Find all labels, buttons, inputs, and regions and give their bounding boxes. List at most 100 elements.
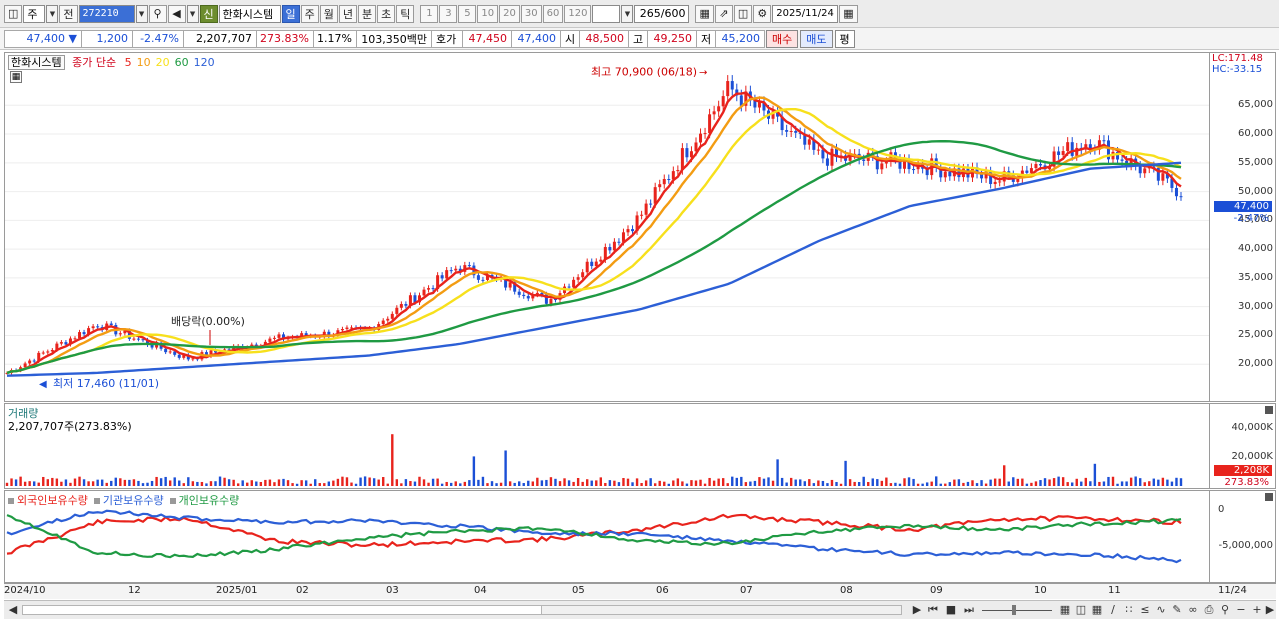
scroll-end-icon[interactable]: ▶	[1265, 603, 1275, 616]
period-button[interactable]: 분	[358, 4, 377, 23]
search-icon[interactable]: ⚲	[148, 4, 167, 23]
window-icon[interactable]: ◫	[4, 4, 23, 23]
ma-legend-item: 5	[124, 56, 132, 69]
sell-button[interactable]: 매도	[800, 29, 833, 48]
prev-button[interactable]: 전	[59, 4, 78, 23]
candle-body	[776, 111, 780, 117]
volume-panel[interactable]: 거래량 2,207,707주(273.83%)	[4, 403, 1210, 489]
candle-body	[998, 181, 1002, 183]
close-panel-icon[interactable]	[1265, 493, 1273, 501]
speaker-icon[interactable]: ◀	[167, 4, 186, 23]
close-panel-icon[interactable]	[1265, 406, 1273, 414]
interval-custom-input[interactable]	[592, 4, 621, 23]
period-button[interactable]: 주	[300, 4, 319, 23]
interval-button[interactable]: 120	[564, 4, 592, 23]
volume-bar	[436, 478, 439, 486]
interval-button[interactable]: 20	[499, 4, 520, 23]
eval-button[interactable]: 평	[834, 29, 855, 48]
stock-name: 한화시스템	[218, 4, 281, 23]
volume-bar	[1134, 476, 1137, 486]
wave-icon[interactable]: ∿	[1156, 603, 1166, 616]
chevron-down-icon[interactable]: ▼	[186, 4, 199, 23]
measure-icon[interactable]: ≤	[1140, 603, 1150, 616]
scroll-right-icon[interactable]: ▶	[912, 603, 922, 616]
candle-body	[1070, 142, 1074, 156]
volume-bar	[422, 479, 426, 486]
link-icon[interactable]: ∞	[1188, 603, 1198, 616]
period-button[interactable]: 틱	[396, 4, 415, 23]
volume-bar	[51, 477, 54, 486]
volume-bar	[966, 481, 970, 486]
candle-body	[671, 171, 675, 180]
grid-icon[interactable]: ▦	[10, 71, 22, 83]
candle-body	[948, 171, 952, 177]
interval-button[interactable]: 60	[542, 4, 564, 23]
volume-bar	[78, 476, 81, 486]
volume-bar	[586, 479, 589, 486]
candle-body	[136, 338, 140, 340]
scroll-left-icon[interactable]: ◀	[8, 603, 18, 616]
period-button[interactable]: 일	[281, 4, 300, 23]
volume-bar	[962, 482, 965, 486]
zoom-slider[interactable]	[982, 605, 1052, 615]
stock-name-tag[interactable]: 한화시스템	[8, 55, 65, 70]
buy-button[interactable]: 매수	[766, 29, 799, 48]
volume-bar	[132, 479, 136, 486]
price-tick: 60,000	[1238, 128, 1273, 140]
candle-body	[862, 159, 866, 161]
pen-icon[interactable]: ✎	[1172, 603, 1182, 616]
chart-type-icon[interactable]: ▦	[1059, 603, 1071, 616]
line-tool-icon[interactable]: ∕	[1111, 603, 1115, 616]
interval-button[interactable]: 10	[477, 4, 499, 23]
indicator-icon[interactable]: ▦	[695, 4, 714, 23]
volume-bar	[336, 478, 340, 486]
period-mode-select[interactable]: 주	[23, 4, 46, 23]
interval-button[interactable]: 5	[458, 4, 477, 23]
stock-code-input[interactable]: 272210	[78, 4, 135, 23]
chevron-down-icon[interactable]: ▼	[621, 4, 634, 23]
period-button[interactable]: 월	[319, 4, 338, 23]
rewind-icon[interactable]: ⏮	[928, 603, 938, 616]
zoom-in-icon[interactable]: +	[1252, 603, 1262, 616]
scrollbar-track[interactable]	[22, 605, 902, 615]
candle-body	[1075, 147, 1079, 156]
volume-bar	[409, 481, 412, 486]
volume-bar	[971, 480, 974, 486]
candle-body	[268, 338, 272, 342]
candle-body	[164, 348, 168, 353]
volume-bar	[817, 480, 820, 486]
period-button[interactable]: 년	[338, 4, 358, 23]
candle-body	[32, 360, 36, 362]
date-input[interactable]: 2025/11/24	[772, 4, 839, 23]
interval-button[interactable]: 30	[520, 4, 542, 23]
volume-bar	[758, 477, 761, 486]
stop-icon[interactable]: ■	[945, 603, 957, 616]
save-icon[interactable]: ◫	[733, 4, 753, 23]
search-icon[interactable]: ⚲	[1220, 603, 1230, 616]
draw-tool-icon[interactable]: ⇗	[714, 4, 733, 23]
scrollbar-thumb[interactable]	[541, 606, 901, 614]
play-icon[interactable]: ⏭	[964, 603, 974, 616]
chevron-down-icon[interactable]: ▼	[135, 4, 148, 23]
holdings-panel[interactable]: 외국인보유수량 기관보유수량 개인보유수량	[4, 490, 1210, 583]
candle-body	[490, 274, 494, 277]
copy-icon[interactable]: ◫	[1075, 603, 1087, 616]
candle-body	[599, 259, 603, 262]
compare-icon[interactable]: ▦	[1091, 603, 1103, 616]
chevron-down-icon[interactable]: ▼	[46, 4, 59, 23]
interval-button[interactable]: 1	[420, 4, 439, 23]
volume-bar	[626, 478, 630, 486]
price-chart-panel[interactable]: 한화시스템 종가 단순 5 10 20 60 120 ▦ 최고 70,900 (06/1…	[4, 52, 1210, 402]
zoom-out-icon[interactable]: −	[1236, 603, 1246, 616]
count-input[interactable]: 265/600	[634, 4, 690, 23]
zoom-slider-handle[interactable]	[1012, 605, 1016, 615]
calendar-icon[interactable]: ▦	[839, 4, 858, 23]
volume-bar	[613, 480, 616, 486]
print-icon[interactable]: ⎙	[1204, 603, 1214, 616]
volume-bar	[69, 482, 72, 486]
period-button[interactable]: 초	[377, 4, 396, 23]
ruler-icon[interactable]: ∷	[1125, 603, 1133, 616]
interval-button[interactable]: 3	[439, 4, 458, 23]
candle-body	[476, 275, 480, 280]
gear-icon[interactable]: ⚙	[753, 4, 772, 23]
